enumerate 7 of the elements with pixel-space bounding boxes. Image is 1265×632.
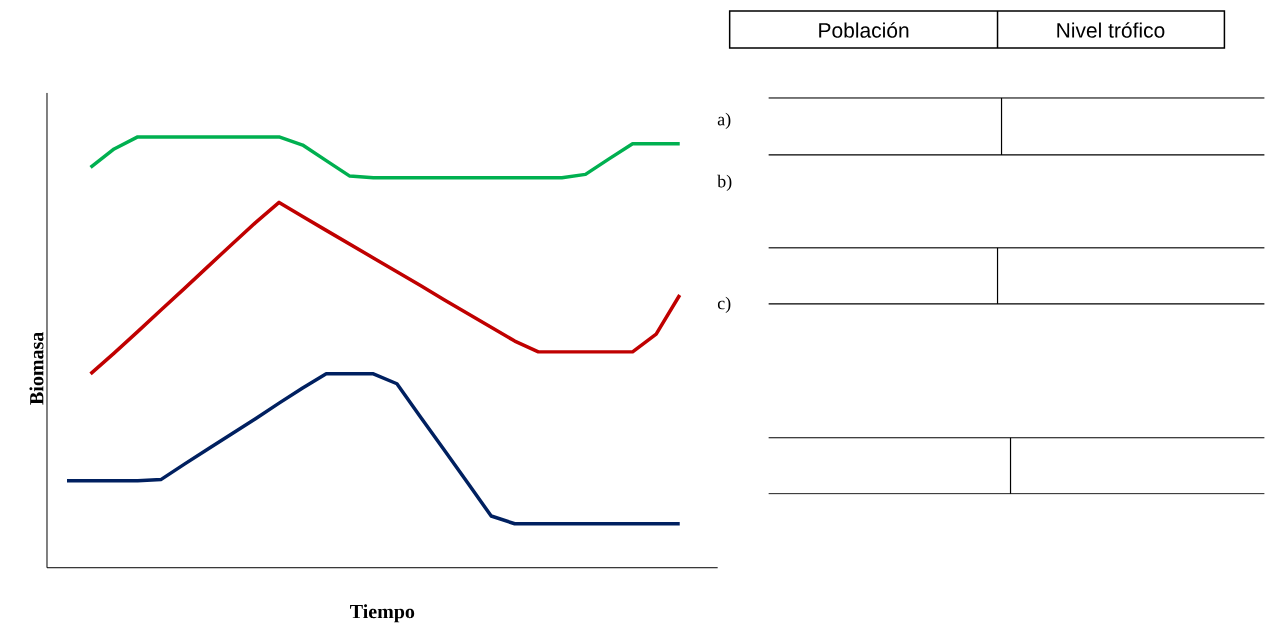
text: Nivel trófico (1057, 22, 1165, 38)
y-axis-title: Biomasa (29, 332, 44, 405)
text: Población (819, 22, 909, 38)
x-axis-title: Tiempo (350, 604, 415, 623)
text: a) (717, 112, 731, 130)
annotation: b) (717, 174, 732, 192)
text: c) (717, 296, 731, 314)
